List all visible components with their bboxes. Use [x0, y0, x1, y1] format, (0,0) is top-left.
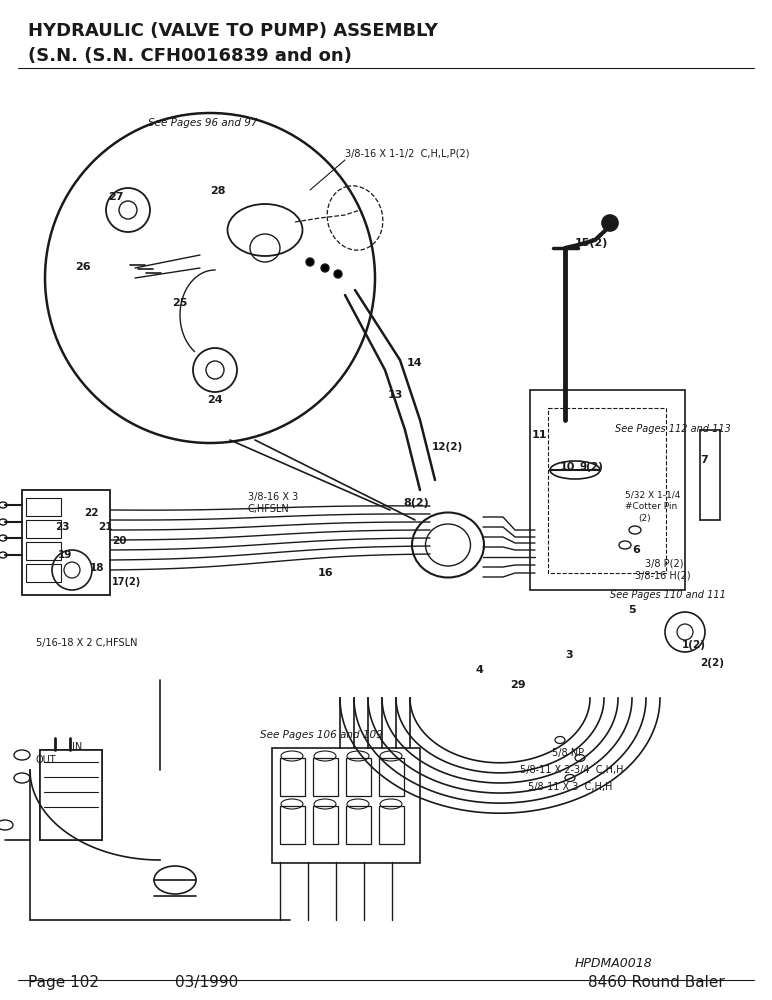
Bar: [548, 408, 666, 573]
Text: C,HFSLN: C,HFSLN: [248, 504, 290, 514]
Circle shape: [334, 270, 342, 278]
Text: 3: 3: [565, 650, 573, 660]
Text: 17(2): 17(2): [112, 577, 141, 587]
Text: #Cotter Pin: #Cotter Pin: [625, 502, 677, 511]
Text: 18: 18: [90, 563, 104, 573]
Text: 03/1990: 03/1990: [175, 975, 239, 990]
Text: 5/32 X 1-1/4: 5/32 X 1-1/4: [625, 490, 680, 499]
Bar: [22, 490, 110, 595]
Text: 3/8-16 X 3: 3/8-16 X 3: [248, 492, 298, 502]
Text: 29: 29: [510, 680, 526, 690]
Text: 5/8 NP: 5/8 NP: [552, 748, 584, 758]
Text: See Pages 112 and 113: See Pages 112 and 113: [615, 424, 731, 434]
Bar: [26, 520, 61, 538]
Bar: [26, 564, 61, 582]
Text: 2(2): 2(2): [700, 658, 724, 668]
Text: 28: 28: [210, 186, 225, 196]
Text: 8460 Round Baler: 8460 Round Baler: [588, 975, 725, 990]
Text: 1(2): 1(2): [682, 640, 706, 650]
Text: 5/16-18 X 2 C,HFSLN: 5/16-18 X 2 C,HFSLN: [36, 638, 137, 648]
Text: (2): (2): [638, 514, 651, 523]
Text: 5: 5: [628, 605, 635, 615]
Bar: [313, 758, 338, 796]
Text: OUT: OUT: [36, 755, 56, 765]
Bar: [280, 806, 305, 844]
Text: IN: IN: [72, 742, 83, 752]
Text: 3/8-16 H(2): 3/8-16 H(2): [635, 570, 691, 580]
Text: 21: 21: [98, 522, 113, 532]
Text: 19: 19: [58, 550, 73, 560]
Text: 7: 7: [700, 455, 708, 465]
Text: 3/8-16 X 1-1/2  C,H,L,P(2): 3/8-16 X 1-1/2 C,H,L,P(2): [345, 148, 469, 158]
Text: HYDRAULIC (VALVE TO PUMP) ASSEMBLY: HYDRAULIC (VALVE TO PUMP) ASSEMBLY: [28, 22, 438, 40]
Text: 20: 20: [112, 536, 127, 546]
Bar: [313, 806, 338, 844]
Text: (S.N. (S.N. CFH0016839 and on): (S.N. (S.N. CFH0016839 and on): [28, 47, 352, 65]
Circle shape: [321, 264, 329, 272]
Text: See Pages 96 and 97: See Pages 96 and 97: [148, 118, 258, 128]
Bar: [40, 750, 102, 840]
Text: 22: 22: [84, 508, 99, 518]
Text: HPDMA0018: HPDMA0018: [575, 957, 653, 970]
Bar: [379, 806, 404, 844]
Bar: [26, 498, 61, 516]
Text: 23: 23: [55, 522, 69, 532]
Text: Page 102: Page 102: [28, 975, 99, 990]
Text: See Pages 110 and 111: See Pages 110 and 111: [610, 590, 726, 600]
Text: 3/8 P(2): 3/8 P(2): [645, 558, 683, 568]
Bar: [530, 390, 685, 590]
Text: 6: 6: [632, 545, 640, 555]
Text: 25: 25: [172, 298, 188, 308]
Text: 9(2): 9(2): [580, 462, 604, 472]
Bar: [280, 758, 305, 796]
Bar: [272, 748, 420, 863]
Bar: [26, 542, 61, 560]
Text: 24: 24: [207, 395, 222, 405]
Bar: [346, 758, 371, 796]
Text: 5/8-11 X 2-3/4  C,H,H: 5/8-11 X 2-3/4 C,H,H: [520, 765, 624, 775]
Circle shape: [306, 258, 314, 266]
Text: 16: 16: [318, 568, 334, 578]
Text: 15(2): 15(2): [575, 238, 608, 248]
Text: 26: 26: [75, 262, 90, 272]
Bar: [40, 750, 102, 840]
Text: 14: 14: [407, 358, 422, 368]
Text: 11: 11: [532, 430, 547, 440]
Text: 12(2): 12(2): [432, 442, 463, 452]
Bar: [346, 806, 371, 844]
Text: 10: 10: [560, 462, 575, 472]
Text: 5/8-11 X 3  C,H,H: 5/8-11 X 3 C,H,H: [528, 782, 612, 792]
Bar: [379, 758, 404, 796]
Text: See Pages 106 and 109: See Pages 106 and 109: [260, 730, 383, 740]
Text: 13: 13: [388, 390, 404, 400]
Text: 27: 27: [108, 192, 124, 202]
Circle shape: [602, 215, 618, 231]
Text: 8(2): 8(2): [403, 498, 428, 508]
Text: 4: 4: [476, 665, 484, 675]
